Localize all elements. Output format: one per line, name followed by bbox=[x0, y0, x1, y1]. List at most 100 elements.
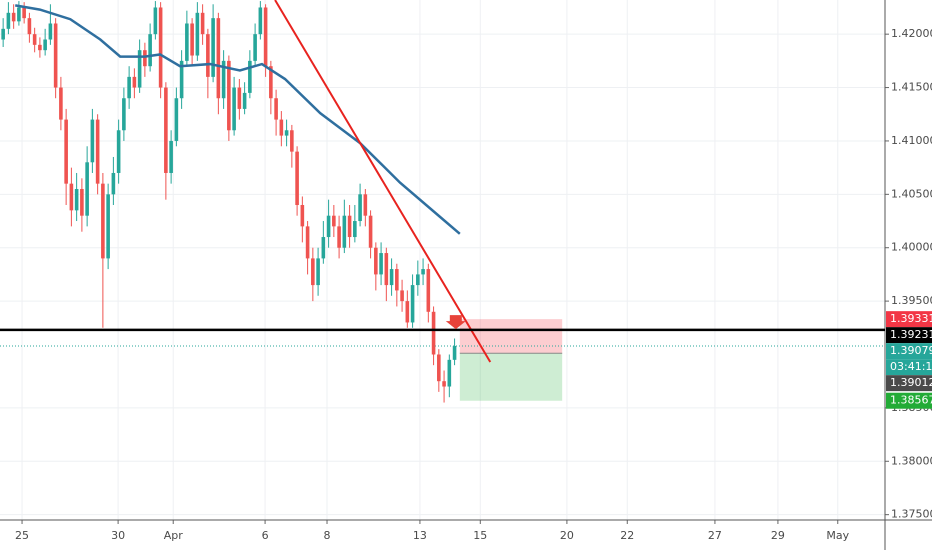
candle-body bbox=[452, 345, 457, 360]
candle-body bbox=[295, 151, 299, 206]
y-tick-label: 1.41500 bbox=[891, 81, 932, 94]
candle-body bbox=[32, 34, 37, 45]
candle-body bbox=[232, 87, 236, 131]
candle-body bbox=[300, 205, 305, 227]
candle-body bbox=[111, 172, 116, 195]
candle-body bbox=[143, 50, 147, 67]
candle-body bbox=[216, 18, 221, 99]
price-tag bbox=[886, 359, 932, 376]
candle-body bbox=[169, 140, 173, 173]
x-tick-label: 30 bbox=[111, 529, 125, 542]
candle-body bbox=[374, 247, 378, 275]
x-tick-label: 20 bbox=[560, 529, 574, 542]
candle-body bbox=[22, 7, 26, 19]
candle-body bbox=[1, 28, 5, 40]
candle-body bbox=[59, 87, 63, 120]
price-tag-label: 1.39331 bbox=[890, 312, 932, 325]
y-tick-label: 1.42000 bbox=[891, 27, 932, 40]
candle-body bbox=[116, 130, 121, 173]
candle-body bbox=[38, 44, 42, 51]
candle-body bbox=[347, 215, 352, 238]
candle-body bbox=[185, 23, 189, 61]
price-tag bbox=[886, 311, 932, 328]
price-tag-label: 1.38567 bbox=[890, 394, 932, 407]
price-tag bbox=[886, 375, 932, 392]
sell-arrow bbox=[445, 315, 466, 330]
candle-body bbox=[174, 98, 179, 141]
candle-body bbox=[342, 215, 347, 248]
candle-body bbox=[148, 34, 152, 67]
candle-body bbox=[290, 130, 294, 152]
x-tick-label: 13 bbox=[413, 529, 427, 542]
candle-body bbox=[421, 269, 425, 275]
candle-body bbox=[179, 60, 184, 99]
candle-body bbox=[122, 98, 126, 131]
x-tick-label: 25 bbox=[15, 529, 29, 542]
candle-body bbox=[153, 7, 158, 35]
candle-body bbox=[227, 60, 231, 131]
candle-body bbox=[206, 34, 210, 77]
candle-body bbox=[416, 274, 420, 286]
candle-body bbox=[358, 194, 362, 222]
candle-body bbox=[258, 7, 263, 35]
candle-body bbox=[395, 269, 399, 291]
x-tick-label: 6 bbox=[262, 529, 269, 542]
x-tick-label: 8 bbox=[324, 529, 331, 542]
candle-body bbox=[6, 12, 11, 29]
price-tag-label: 1.39231 bbox=[890, 328, 932, 341]
candle-body bbox=[405, 301, 410, 323]
candle-body bbox=[53, 23, 58, 88]
candle-body bbox=[200, 12, 205, 35]
candle-body bbox=[332, 215, 336, 227]
candle-body bbox=[437, 354, 441, 382]
candle-body bbox=[431, 311, 436, 355]
y-tick-label: 1.41000 bbox=[891, 134, 932, 147]
candle-body bbox=[284, 130, 289, 136]
y-tick-label: 1.40000 bbox=[891, 241, 932, 254]
candle-body bbox=[426, 269, 431, 312]
candle-body bbox=[158, 7, 163, 88]
candle-body bbox=[363, 194, 368, 216]
x-tick-label: 15 bbox=[473, 529, 487, 542]
price-tag-label: 1.39079 bbox=[890, 344, 932, 357]
candle-body bbox=[69, 183, 74, 211]
candle-body bbox=[48, 23, 53, 40]
x-tick-label: 27 bbox=[708, 529, 722, 542]
candle-body bbox=[384, 253, 389, 286]
candle-body bbox=[17, 7, 21, 22]
y-tick-label: 1.40500 bbox=[891, 187, 932, 200]
y-tick-label: 1.37500 bbox=[891, 508, 932, 521]
moving-average bbox=[15, 4, 461, 235]
candle-body bbox=[127, 76, 131, 99]
candle-body bbox=[305, 226, 310, 259]
candle-body bbox=[64, 119, 68, 184]
candle-body bbox=[74, 188, 79, 211]
candle-body bbox=[316, 258, 320, 286]
y-tick-label: 1.39500 bbox=[891, 294, 932, 307]
candle-body bbox=[269, 66, 273, 99]
candle-body bbox=[11, 12, 16, 22]
candle-body bbox=[221, 60, 226, 99]
candle-body bbox=[164, 87, 168, 173]
x-tick-label: 29 bbox=[771, 529, 785, 542]
candle-body bbox=[211, 18, 215, 77]
candle-body bbox=[242, 92, 247, 109]
x-tick-label: Apr bbox=[164, 529, 184, 542]
candle-body bbox=[337, 226, 341, 248]
candle-body bbox=[321, 237, 326, 259]
candle-body bbox=[132, 76, 137, 88]
target-zone bbox=[459, 353, 563, 401]
candle-body bbox=[106, 194, 110, 259]
candle-body bbox=[400, 290, 404, 302]
candle-body bbox=[410, 285, 415, 323]
price-tag-label: 1.39012 bbox=[890, 376, 932, 389]
candle-body bbox=[90, 119, 95, 163]
x-tick-label: May bbox=[826, 529, 849, 542]
price-tag bbox=[886, 327, 932, 344]
x-tick-label: 22 bbox=[620, 529, 634, 542]
candle-body bbox=[311, 258, 315, 286]
stop-zone bbox=[459, 319, 563, 354]
candle-body bbox=[279, 119, 284, 136]
candle-body bbox=[195, 12, 200, 56]
